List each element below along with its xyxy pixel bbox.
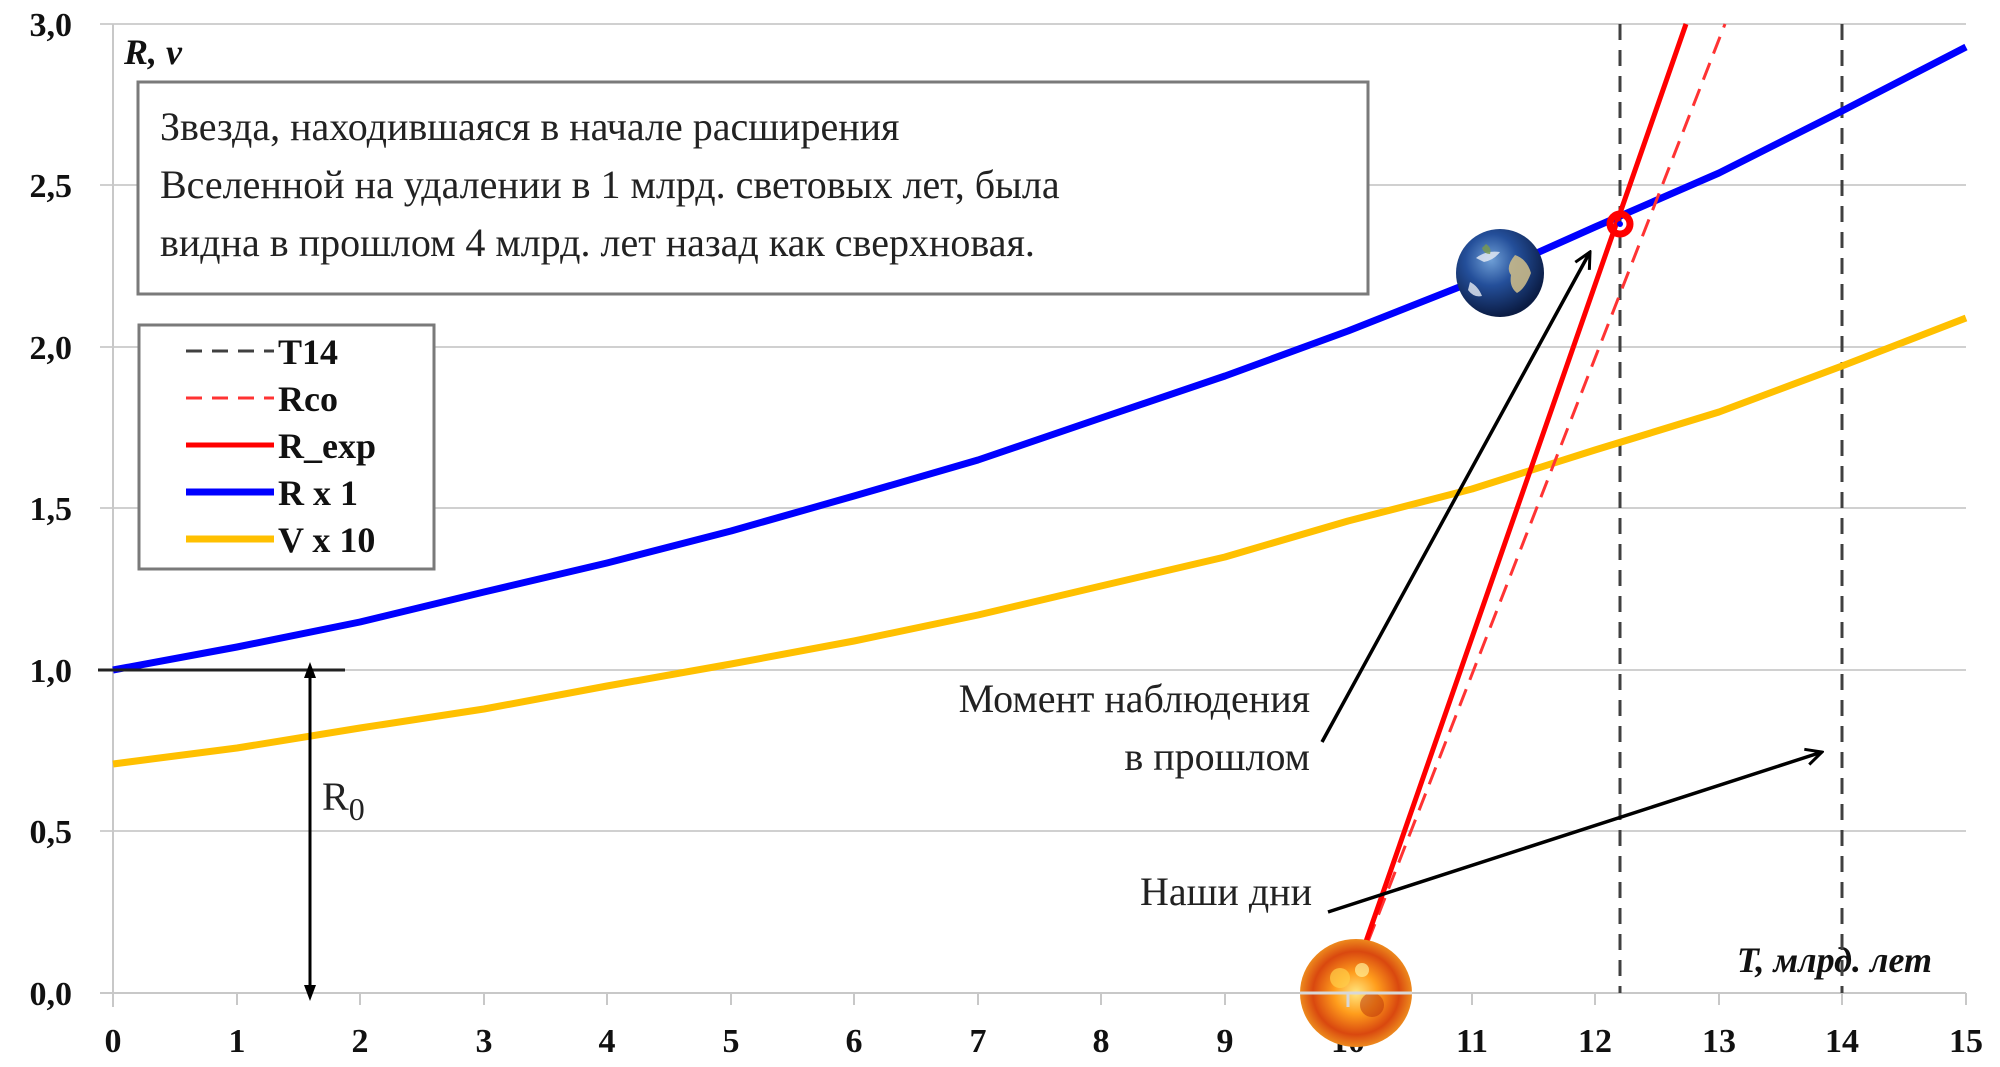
x-tick-label: 9	[1217, 1023, 1234, 1060]
x-tick-label: 13	[1702, 1023, 1736, 1060]
x-tick-label: 12	[1578, 1023, 1612, 1060]
y-tick-label: 2,5	[30, 168, 73, 205]
svg-text:R x 1: R x 1	[278, 473, 358, 513]
y-tick-label: 2,0	[30, 330, 73, 367]
y-tick-label: 0,5	[30, 814, 73, 851]
x-tick-label: 14	[1825, 1023, 1859, 1060]
svg-text:R_exp: R_exp	[278, 426, 376, 466]
x-tick-label: 11	[1456, 1023, 1488, 1060]
svg-text:в прошлом: в прошлом	[1124, 734, 1310, 779]
axes	[100, 24, 1966, 1007]
x-axis-labels: 0 1 2 3 4 5 6 7 8 9 10 11 12 13 14 15	[105, 1023, 1984, 1060]
svg-text:T14: T14	[278, 332, 338, 372]
svg-text:Rco: Rco	[278, 379, 338, 419]
y-tick-label: 1,5	[30, 491, 73, 528]
svg-text:V x 10: V x 10	[278, 520, 375, 560]
series-rco	[1346, 23, 1727, 994]
r0-dimension: R0	[98, 662, 365, 1001]
series-t14	[1618, 24, 1844, 993]
legend-item-rco: Rco	[186, 379, 338, 419]
y-tick-label: 1,0	[30, 653, 73, 690]
x-tick-label: 7	[970, 1023, 987, 1060]
note-box: Звезда, находившаяся в начале расширения…	[136, 80, 1370, 296]
x-tick-label: 5	[723, 1023, 740, 1060]
observation-label: Момент наблюдения в прошлом	[959, 676, 1310, 779]
legend-item-r-x1: R x 1	[186, 473, 358, 513]
x-tick-label: 2	[352, 1023, 369, 1060]
x-axis-ticks	[112, 993, 1967, 1005]
x-tick-label: 4	[599, 1023, 616, 1060]
r0-label: R0	[322, 774, 365, 827]
today-label: Наши дни	[1140, 869, 1312, 914]
earth-globe-icon	[1456, 229, 1544, 317]
series-r-exp	[1345, 23, 1689, 994]
x-tick-label: 0	[105, 1023, 122, 1060]
y-axis-title: R, v	[123, 32, 183, 72]
svg-text:Вселенной на удалении в 1 млрд: Вселенной на удалении в 1 млрд. световых…	[160, 162, 1060, 207]
x-axis-title: T, млрд. лет	[1737, 940, 1932, 980]
y-tick-label: 0,0	[30, 976, 73, 1013]
legend: T14 Rco R_exp R x 1 V x 10	[137, 323, 436, 571]
x-tick-label: 1	[229, 1023, 246, 1060]
legend-item-v-x10: V x 10	[186, 520, 375, 560]
legend-item-r-exp: R_exp	[186, 426, 376, 466]
x-tick-label: 8	[1093, 1023, 1110, 1060]
svg-text:Момент наблюдения: Момент наблюдения	[959, 676, 1310, 721]
x-tick-label: 3	[476, 1023, 493, 1060]
observation-arrow	[1320, 252, 1590, 743]
observation-point-marker	[1606, 210, 1634, 238]
today-arrow	[1327, 752, 1822, 914]
y-axis-labels: 3,0 2,5 2,0 1,5 1,0 0,5 0,0	[30, 7, 73, 1013]
x-tick-label: 6	[846, 1023, 863, 1060]
legend-item-t14: T14	[186, 332, 338, 372]
series-v-x10	[112, 314, 1968, 768]
svg-text:видна в прошлом 4 млрд. лет на: видна в прошлом 4 млрд. лет назад как св…	[160, 220, 1035, 265]
y-tick-label: 3,0	[30, 7, 73, 44]
x-tick-label: 15	[1949, 1023, 1983, 1060]
svg-text:Звезда, находившаяся в начале: Звезда, находившаяся в начале расширения	[160, 104, 899, 149]
